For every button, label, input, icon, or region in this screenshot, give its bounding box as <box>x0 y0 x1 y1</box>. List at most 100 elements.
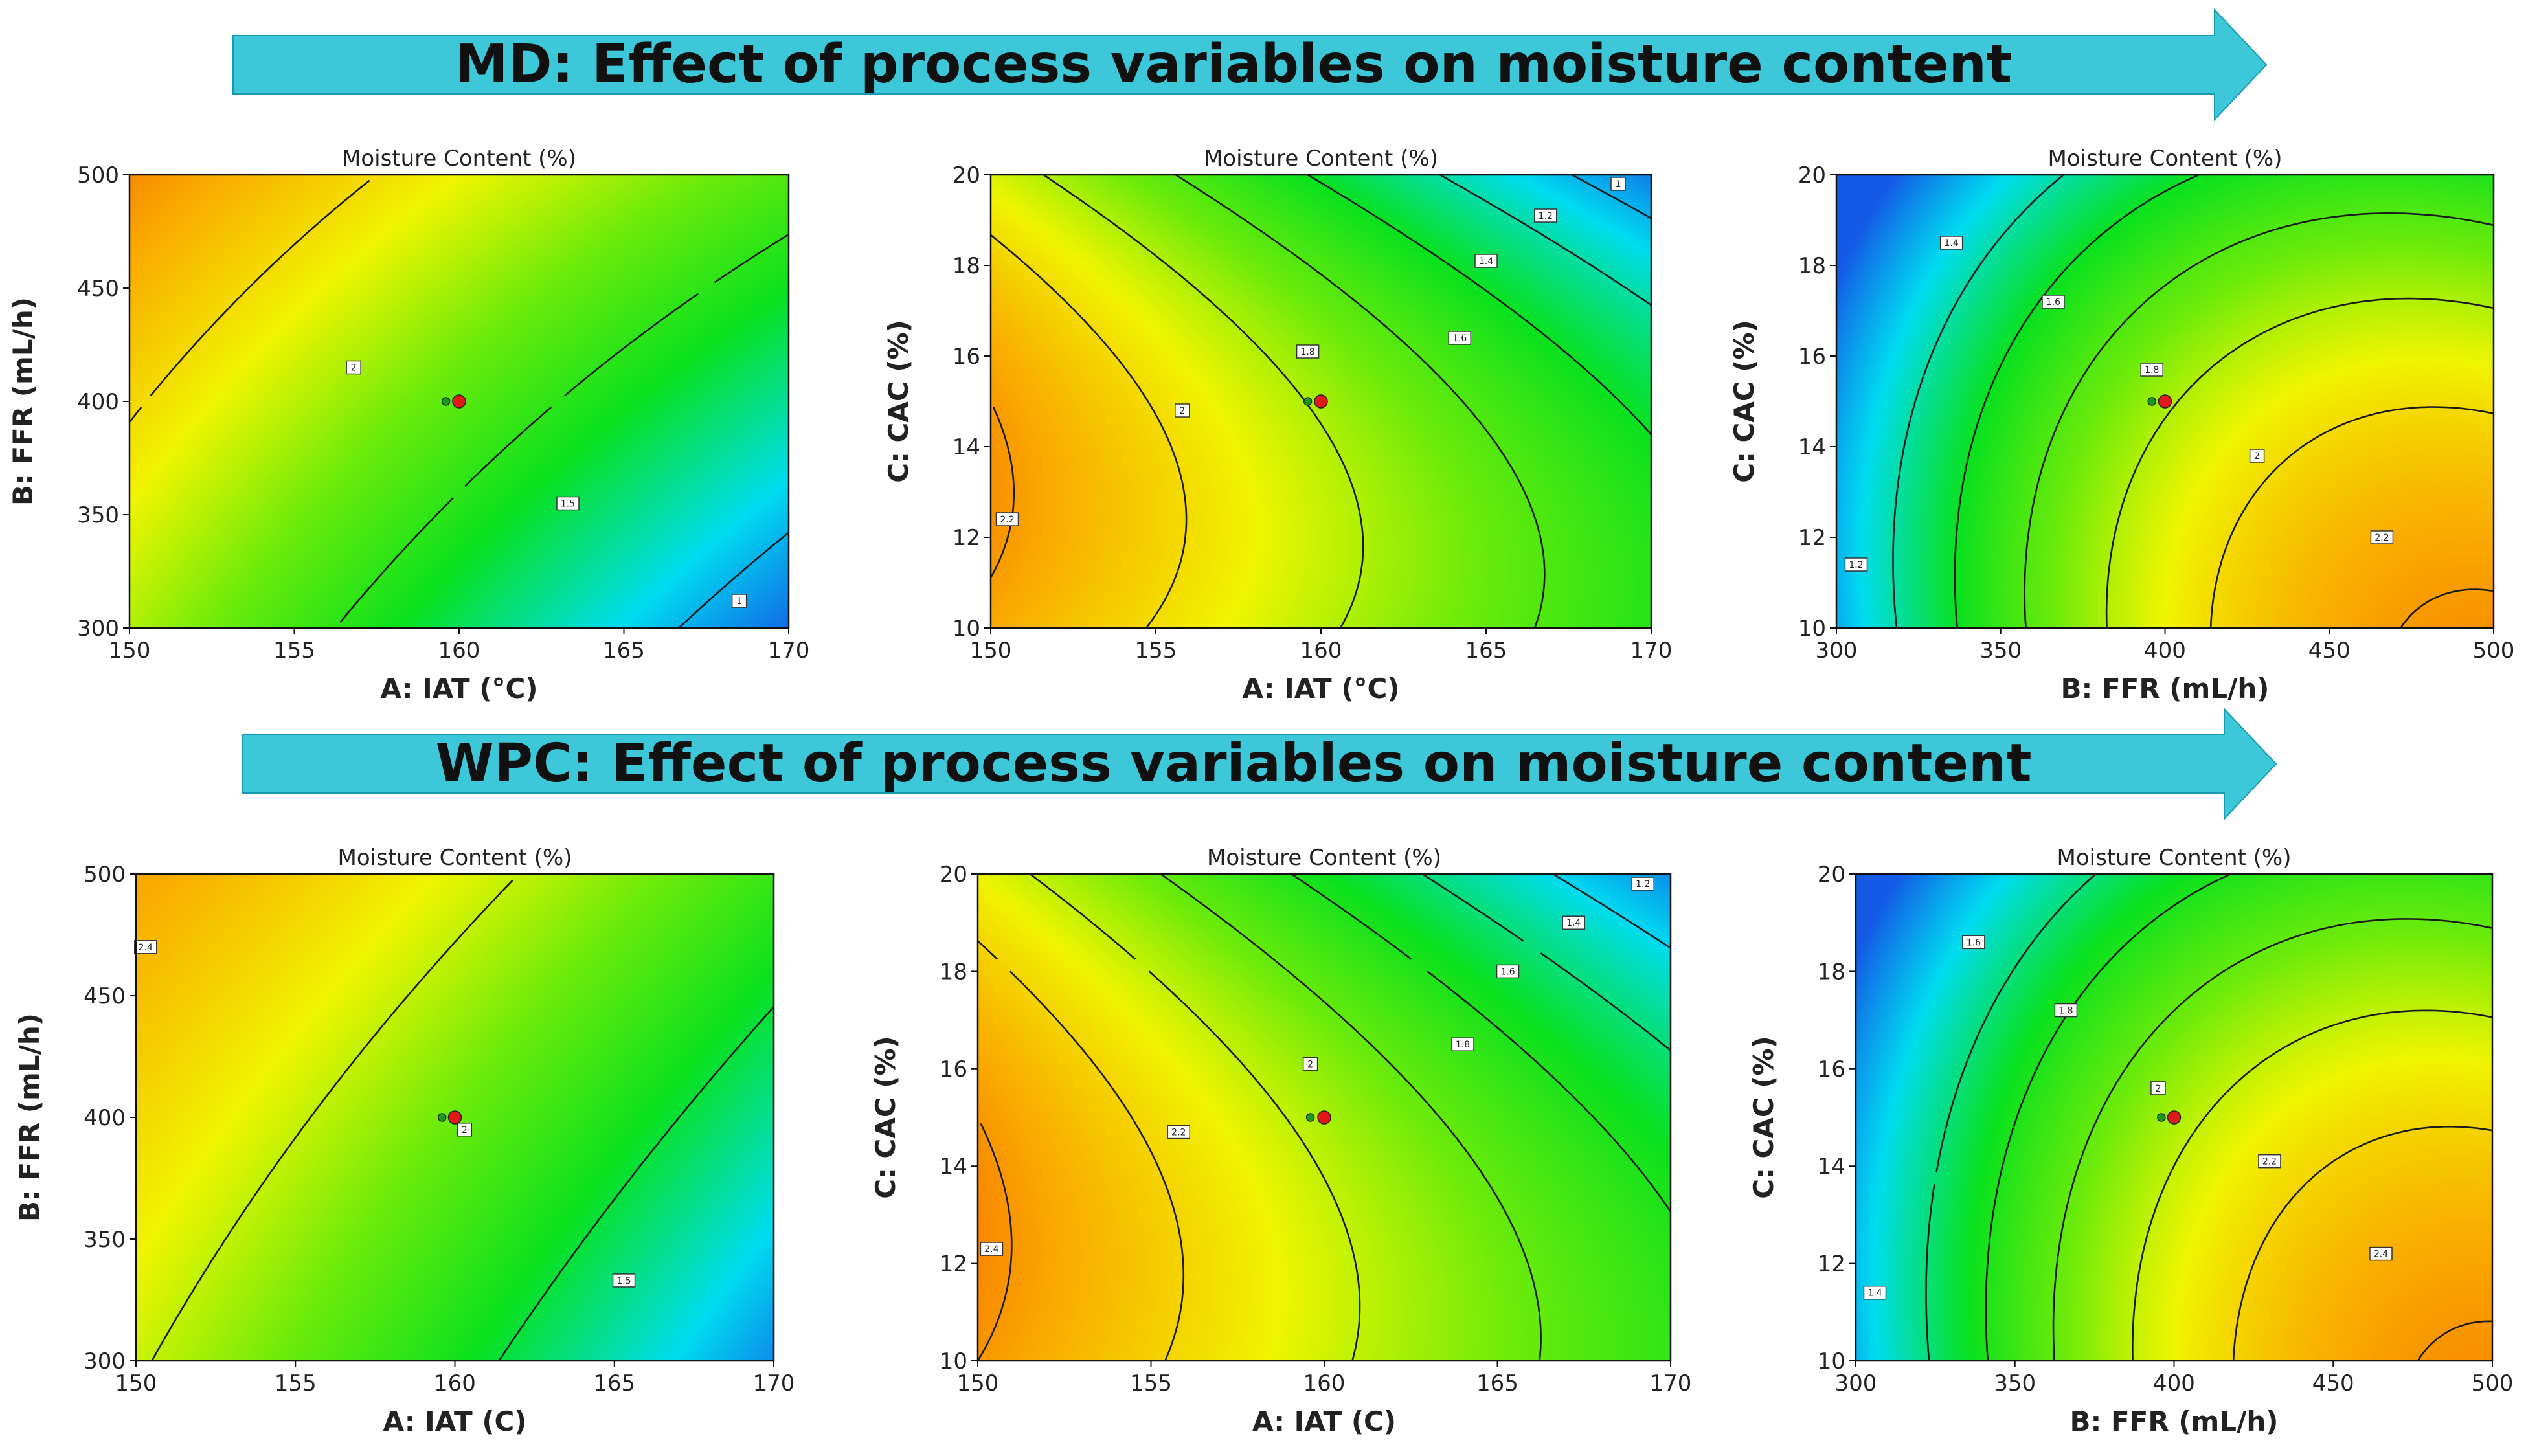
plot-title: Moisture Content (%) <box>2048 146 2283 172</box>
contour-label: 2 <box>2150 1081 2166 1095</box>
x-tick-label: 160 <box>1300 638 1342 664</box>
x-tick-label: 165 <box>1476 1371 1518 1396</box>
contour-label: 2.4 <box>134 940 157 954</box>
x-tick-label: 160 <box>438 638 480 664</box>
svg-text:2.2: 2.2 <box>2262 1157 2277 1167</box>
y-tick-label: 350 <box>84 1227 126 1253</box>
y-tick-label: 14 <box>953 434 980 460</box>
contour-label: 2 <box>1175 403 1190 418</box>
plot-title: Moisture Content (%) <box>342 146 576 172</box>
contour-line-1.2 <box>1892 174 2064 629</box>
contour-label: 1.8 <box>1451 1037 1474 1051</box>
y-tick-label: 20 <box>1818 862 1845 888</box>
y-axis-label: C: CAC (%) <box>1748 1036 1779 1199</box>
contour-label: 2 <box>346 360 361 375</box>
contour-line-1.6 <box>2024 212 2494 629</box>
svg-text:1: 1 <box>1616 179 1621 190</box>
x-tick-label: 170 <box>753 1371 795 1396</box>
svg-text:1.2: 1.2 <box>1849 560 1863 570</box>
contour-label: 1.6 <box>1448 331 1471 345</box>
contour-label: 2.2 <box>995 512 1019 526</box>
svg-text:2: 2 <box>462 1125 468 1136</box>
design-point-red <box>447 1110 462 1125</box>
contour-line-1.8 <box>1043 174 1364 629</box>
contour-label: 1.4 <box>1939 236 1963 250</box>
y-tick-label: 14 <box>1798 434 1826 460</box>
y-tick-label: 16 <box>953 344 980 370</box>
contour-label: 1.2 <box>1534 208 1557 223</box>
banner-title-wpc: WPC: Effect of process variables on mois… <box>435 733 2031 794</box>
x-tick-label: 400 <box>2153 1371 2195 1396</box>
contour-line-2 <box>2209 406 2494 629</box>
y-tick-label: 18 <box>953 253 980 279</box>
x-tick-label: 165 <box>1465 638 1507 664</box>
contour-line-2.2 <box>2400 588 2494 629</box>
contour-line-1.4 <box>1925 873 2097 1361</box>
plot-title: Moisture Content (%) <box>1207 845 1441 871</box>
y-tick-label: 18 <box>1818 959 1845 985</box>
x-tick-label: 450 <box>2312 1371 2354 1396</box>
contour-label: 2.4 <box>980 1242 1004 1256</box>
y-axis-label: B: FFR (mL/h) <box>14 1013 45 1222</box>
svg-text:1: 1 <box>736 596 742 607</box>
contour-label: 1.2 <box>1631 877 1654 891</box>
y-axis-label: C: CAC (%) <box>1728 320 1760 483</box>
design-point-red <box>1314 394 1328 409</box>
svg-text:2: 2 <box>1307 1059 1313 1070</box>
contour-line-1.4 <box>1954 174 2200 629</box>
contour-line-2 <box>990 234 1188 629</box>
svg-text:1.5: 1.5 <box>616 1276 631 1286</box>
svg-text:1.8: 1.8 <box>2145 365 2159 375</box>
y-tick-label: 16 <box>1818 1057 1845 1082</box>
x-tick-label: 500 <box>2473 638 2515 664</box>
x-tick-label: 300 <box>1835 1371 1877 1396</box>
contour-line-1 <box>678 532 789 629</box>
svg-text:2: 2 <box>1179 406 1185 416</box>
contour-label: 2 <box>2249 449 2265 463</box>
svg-text:1.5: 1.5 <box>561 499 575 510</box>
contour-label: 1.8 <box>2054 1003 2078 1018</box>
plot-title: Moisture Content (%) <box>2057 845 2292 871</box>
contour-label: 1.8 <box>1296 344 1320 359</box>
x-axis-label: B: FFR (mL/h) <box>2070 1406 2279 1437</box>
y-tick-label: 20 <box>953 162 980 188</box>
x-tick-label: 155 <box>1135 638 1177 664</box>
y-tick-label: 10 <box>953 616 980 642</box>
banner-wpc: WPC: Effect of process variables on mois… <box>242 707 2277 821</box>
design-point-green <box>1303 397 1313 406</box>
design-point-green <box>1305 1113 1315 1122</box>
x-tick-label: 170 <box>768 638 810 664</box>
x-tick-label: 500 <box>2472 1371 2514 1396</box>
contour-line-2 <box>128 179 370 423</box>
svg-text:1.6: 1.6 <box>1967 937 1981 948</box>
design-point-green <box>2147 397 2156 406</box>
x-tick-label: 150 <box>109 638 151 664</box>
y-tick-label: 12 <box>953 525 980 551</box>
banner-arrow-wpc <box>242 707 2277 821</box>
y-tick-label: 14 <box>940 1154 967 1180</box>
contour-plot-1: 2 1.5 1 Moisture Content (%) 150 155 160 165 170… <box>7 146 809 704</box>
x-tick-label: 165 <box>593 1371 635 1396</box>
contour-plot-4: 2.4 2 1.5 Moisture Content (%) 150 155 160 165 1… <box>14 845 795 1437</box>
contour-line-1.6 <box>1985 873 2231 1361</box>
y-tick-label: 16 <box>1798 344 1826 370</box>
contour-line-1.8 <box>1160 873 1542 1361</box>
contour-line-1 <box>1571 174 1652 219</box>
y-tick-label: 10 <box>1818 1349 1845 1374</box>
contour-line-2.2 <box>2232 1126 2493 1361</box>
svg-text:1.2: 1.2 <box>1636 879 1650 890</box>
contour-label: 1.6 <box>2042 295 2065 309</box>
y-axis-label: C: CAC (%) <box>883 320 914 483</box>
x-axis-label: A: IAT (C) <box>1252 1406 1396 1437</box>
x-axis-label: A: IAT (°C) <box>380 673 537 704</box>
contour-line-1.4 <box>1307 174 1652 436</box>
svg-text:1.4: 1.4 <box>1566 918 1581 928</box>
svg-text:1.6: 1.6 <box>1452 333 1467 344</box>
design-point-red <box>452 394 466 409</box>
y-tick-label: 10 <box>940 1349 967 1374</box>
design-point-green <box>441 397 451 406</box>
y-tick-label: 400 <box>84 1105 126 1131</box>
contour-plot-3: 2.2 2 1.8 1.6 1.4 1.2 Moisture Content (%) 300 3… <box>1728 146 2514 704</box>
y-tick-label: 16 <box>940 1057 967 1082</box>
